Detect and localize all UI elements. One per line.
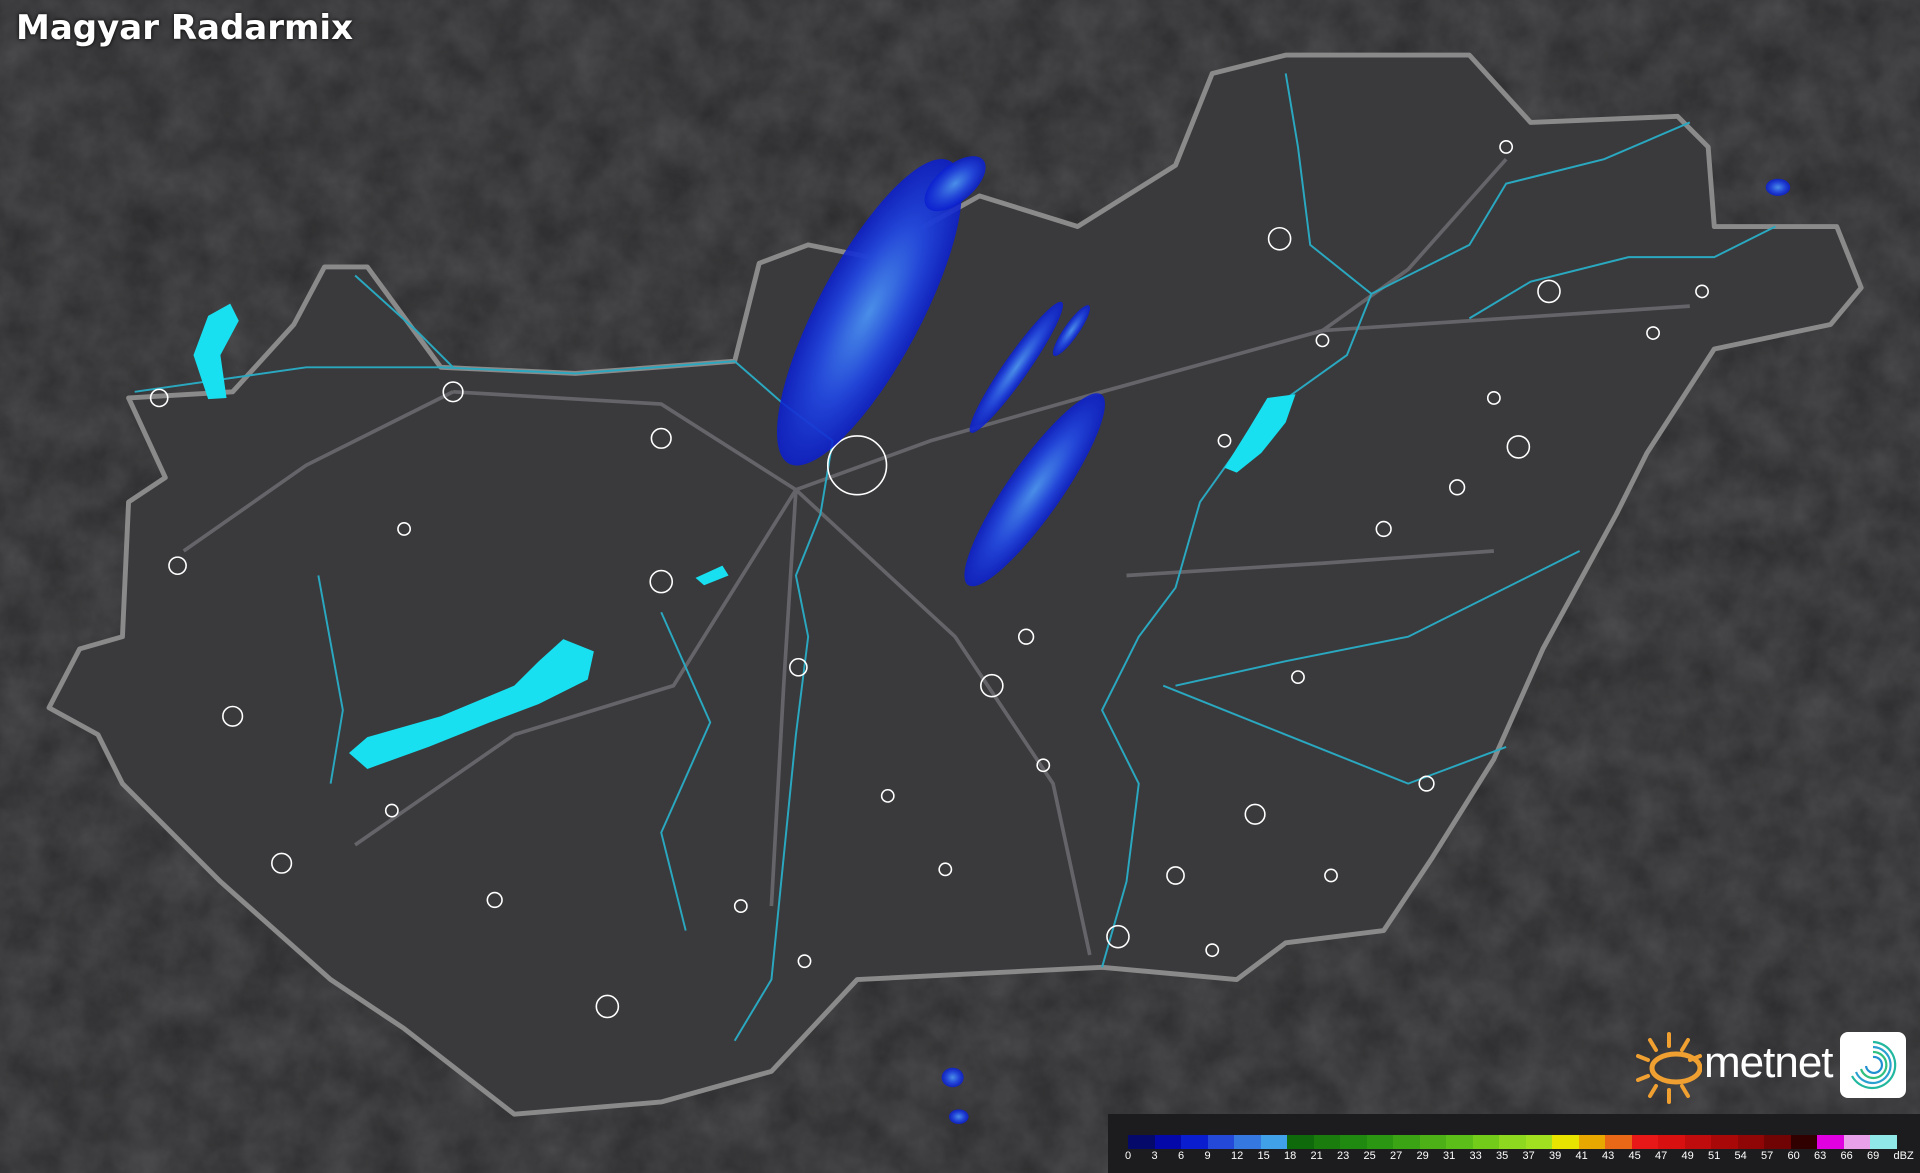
legend-swatch bbox=[1605, 1135, 1632, 1149]
metnet-wordmark: metnet bbox=[1704, 1038, 1834, 1087]
legend-label: 39 bbox=[1549, 1150, 1562, 1162]
legend-label: 63 bbox=[1814, 1150, 1827, 1162]
legend-swatch bbox=[1764, 1135, 1791, 1149]
legend-color-bar bbox=[1128, 1135, 1897, 1149]
legend-swatch bbox=[1207, 1135, 1234, 1149]
legend-label: 35 bbox=[1496, 1150, 1509, 1162]
legend-label: 54 bbox=[1734, 1150, 1747, 1162]
metnet-logo: metnet bbox=[1636, 1030, 1906, 1112]
legend-swatch bbox=[1419, 1135, 1446, 1149]
legend-label: 37 bbox=[1522, 1150, 1535, 1162]
legend-label: 45 bbox=[1628, 1150, 1641, 1162]
legend-unit: dBZ bbox=[1893, 1150, 1914, 1162]
hungary-country-shape bbox=[46, 52, 1864, 1117]
swirl-app-icon bbox=[1840, 1032, 1906, 1098]
main-roads bbox=[182, 157, 1690, 956]
legend-swatch bbox=[1181, 1135, 1208, 1149]
legend-swatch bbox=[1154, 1135, 1181, 1149]
legend-swatch bbox=[1658, 1135, 1685, 1149]
legend-label: 31 bbox=[1443, 1150, 1456, 1162]
legend-label: 6 bbox=[1178, 1150, 1185, 1162]
legend-label: 25 bbox=[1363, 1150, 1376, 1162]
legend-swatch bbox=[1366, 1135, 1393, 1149]
legend-swatch bbox=[1525, 1135, 1552, 1149]
legend-label: 47 bbox=[1655, 1150, 1668, 1162]
lake-velence bbox=[695, 565, 729, 586]
legend-label: 41 bbox=[1575, 1150, 1588, 1162]
legend-swatch bbox=[1790, 1135, 1817, 1149]
legend-swatch bbox=[1128, 1135, 1155, 1149]
legend-label: 12 bbox=[1231, 1150, 1244, 1162]
legend-swatch bbox=[1552, 1135, 1579, 1149]
legend-label: 15 bbox=[1257, 1150, 1270, 1162]
legend-swatch bbox=[1340, 1135, 1367, 1149]
legend-label: 29 bbox=[1416, 1150, 1429, 1162]
legend-label: 3 bbox=[1151, 1150, 1158, 1162]
legend-swatch bbox=[1446, 1135, 1473, 1149]
legend-label: 60 bbox=[1787, 1150, 1800, 1162]
legend-swatch bbox=[1631, 1135, 1658, 1149]
legend-swatch bbox=[1711, 1135, 1738, 1149]
legend-swatch bbox=[1578, 1135, 1605, 1149]
legend-label: 18 bbox=[1284, 1150, 1297, 1162]
radar-echoes bbox=[776, 156, 1791, 1125]
legend-label: 43 bbox=[1602, 1150, 1615, 1162]
legend-label: 33 bbox=[1469, 1150, 1482, 1162]
lake-tisza bbox=[1224, 394, 1296, 473]
legend-label: 9 bbox=[1204, 1150, 1211, 1162]
dbz-color-legend: 0 3 6 9 12 15 18 21 23 25 27 29 31 33 35 37 39 41 43 45 47 49… bbox=[1108, 1114, 1920, 1173]
lake-balaton bbox=[348, 639, 594, 769]
legend-swatch bbox=[1817, 1135, 1844, 1149]
legend-label: 66 bbox=[1840, 1150, 1853, 1162]
legend-swatch bbox=[1737, 1135, 1764, 1149]
legend-label: 69 bbox=[1867, 1150, 1880, 1162]
legend-label: 0 bbox=[1125, 1150, 1132, 1162]
legend-swatch bbox=[1313, 1135, 1340, 1149]
legend-label: 49 bbox=[1681, 1150, 1694, 1162]
town-outlines bbox=[149, 140, 1709, 1019]
sun-icon bbox=[1636, 1032, 1702, 1104]
legend-swatch bbox=[1684, 1135, 1711, 1149]
legend-label: 23 bbox=[1337, 1150, 1350, 1162]
legend-swatch bbox=[1499, 1135, 1526, 1149]
lakes bbox=[193, 303, 1296, 769]
legend-swatch bbox=[1287, 1135, 1314, 1149]
legend-swatch bbox=[1870, 1135, 1897, 1149]
legend-swatch bbox=[1472, 1135, 1499, 1149]
legend-label: 51 bbox=[1708, 1150, 1721, 1162]
rivers bbox=[134, 73, 1776, 1042]
legend-swatch bbox=[1260, 1135, 1287, 1149]
legend-swatch bbox=[1234, 1135, 1261, 1149]
legend-label: 27 bbox=[1390, 1150, 1403, 1162]
legend-labels: 0 3 6 9 12 15 18 21 23 25 27 29 31 33 35 37 39 41 43 45 47 49… bbox=[1125, 1150, 1920, 1162]
legend-label: 57 bbox=[1761, 1150, 1774, 1162]
lake-ferto bbox=[193, 303, 239, 400]
legend-swatch bbox=[1843, 1135, 1870, 1149]
map-title: Magyar Radarmix bbox=[16, 8, 354, 48]
legend-swatch bbox=[1393, 1135, 1420, 1149]
legend-label: 21 bbox=[1310, 1150, 1323, 1162]
